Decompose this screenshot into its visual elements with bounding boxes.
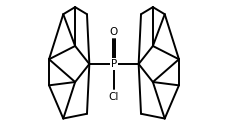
Text: Cl: Cl — [108, 92, 119, 102]
Text: P: P — [110, 59, 117, 69]
Text: O: O — [109, 26, 118, 36]
